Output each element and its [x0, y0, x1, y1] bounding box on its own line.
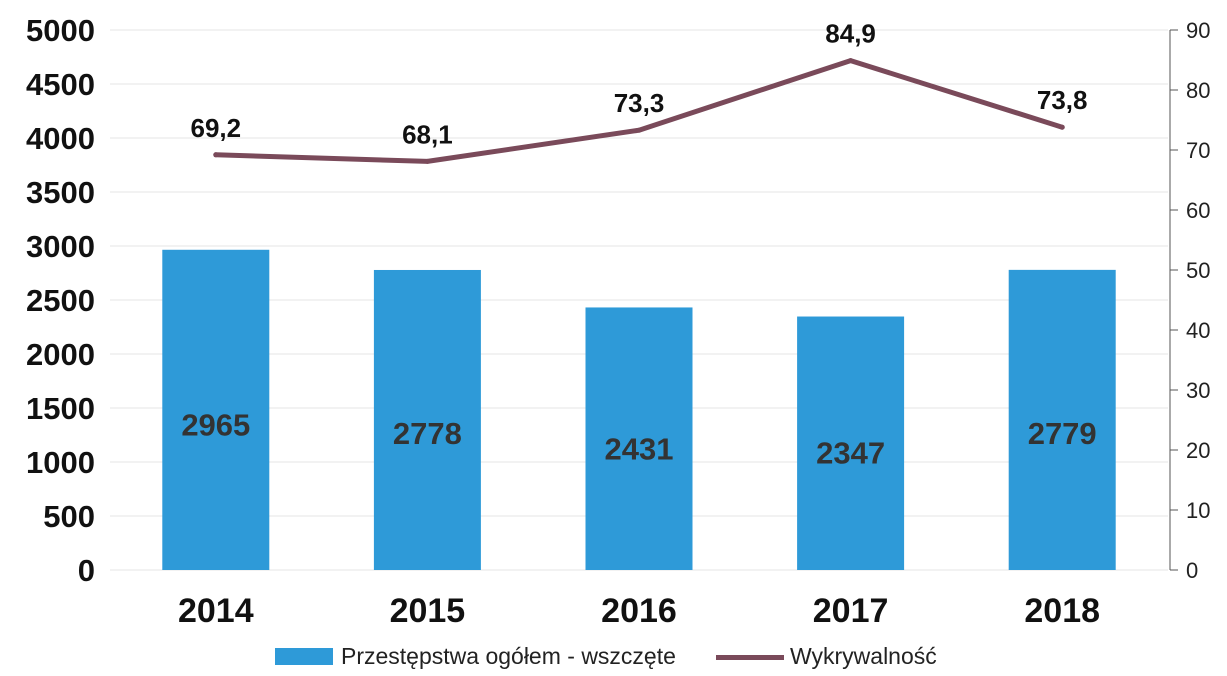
left-tick-label: 3500 — [26, 175, 95, 210]
category-label: 2016 — [601, 592, 677, 630]
legend: Przestępstwa ogółem - wszczęte Wykrywalno… — [275, 643, 937, 669]
right-tick-label: 60 — [1186, 198, 1210, 223]
bar — [373, 269, 481, 570]
line-point — [213, 152, 219, 158]
category-label: 2015 — [390, 592, 466, 630]
right-tick-label: 30 — [1186, 378, 1210, 403]
line-point — [848, 58, 854, 64]
right-tick-label: 20 — [1186, 438, 1210, 463]
bar — [585, 307, 693, 570]
line-data-label: 68,1 — [402, 119, 453, 149]
left-tick-label: 3000 — [26, 229, 95, 264]
right-tick-label: 40 — [1186, 318, 1210, 343]
legend-swatch-bar — [275, 648, 333, 665]
legend-swatch-line — [716, 655, 784, 660]
line-series: 69,2 68,1 73,3 84,9 73,8 — [190, 19, 1088, 164]
line-point — [636, 127, 642, 133]
right-axis: 0 10 20 30 40 50 60 70 80 90 — [1169, 18, 1210, 583]
left-tick-label: 500 — [43, 499, 95, 534]
line-data-label: 73,8 — [1037, 85, 1088, 115]
left-tick-label: 0 — [78, 553, 95, 588]
line-point — [424, 158, 430, 164]
bar-data-label: 2431 — [605, 432, 674, 467]
category-axis: 2014 2015 2016 2017 2018 — [178, 592, 1100, 630]
bar — [797, 316, 905, 570]
left-tick-label: 2500 — [26, 283, 95, 318]
line-data-label: 73,3 — [614, 88, 665, 118]
bar — [162, 249, 270, 570]
left-tick-label: 1500 — [26, 391, 95, 426]
legend-label-bar: Przestępstwa ogółem - wszczęte — [341, 643, 676, 669]
right-tick-label: 70 — [1186, 138, 1210, 163]
right-tick-label: 50 — [1186, 258, 1210, 283]
right-tick-label: 10 — [1186, 498, 1210, 523]
left-tick-label: 5000 — [26, 13, 95, 48]
right-tick-label: 80 — [1186, 78, 1210, 103]
bar-data-label: 2778 — [393, 416, 462, 451]
left-tick-label: 4000 — [26, 121, 95, 156]
right-tick-label: 0 — [1186, 558, 1198, 583]
category-label: 2017 — [813, 592, 889, 630]
line-data-label: 69,2 — [190, 113, 241, 143]
category-label: 2018 — [1024, 592, 1100, 630]
bar — [1008, 269, 1116, 570]
left-axis: 0 500 1000 1500 2000 2500 3000 3500 4000 4500 5000 — [26, 13, 95, 588]
category-label: 2014 — [178, 592, 254, 630]
left-tick-label: 4500 — [26, 67, 95, 102]
right-tick-label: 90 — [1186, 18, 1210, 43]
bar-data-label: 2347 — [816, 436, 885, 471]
bar-series: 2965 2778 2431 2347 2779 — [162, 249, 1116, 570]
line-data-label: 84,9 — [825, 19, 876, 49]
left-tick-label: 1000 — [26, 445, 95, 480]
bar-data-label: 2965 — [181, 408, 250, 443]
bar-data-label: 2779 — [1028, 416, 1097, 451]
left-tick-label: 2000 — [26, 337, 95, 372]
line-point — [1059, 124, 1065, 130]
legend-label-line: Wykrywalność — [790, 643, 937, 669]
